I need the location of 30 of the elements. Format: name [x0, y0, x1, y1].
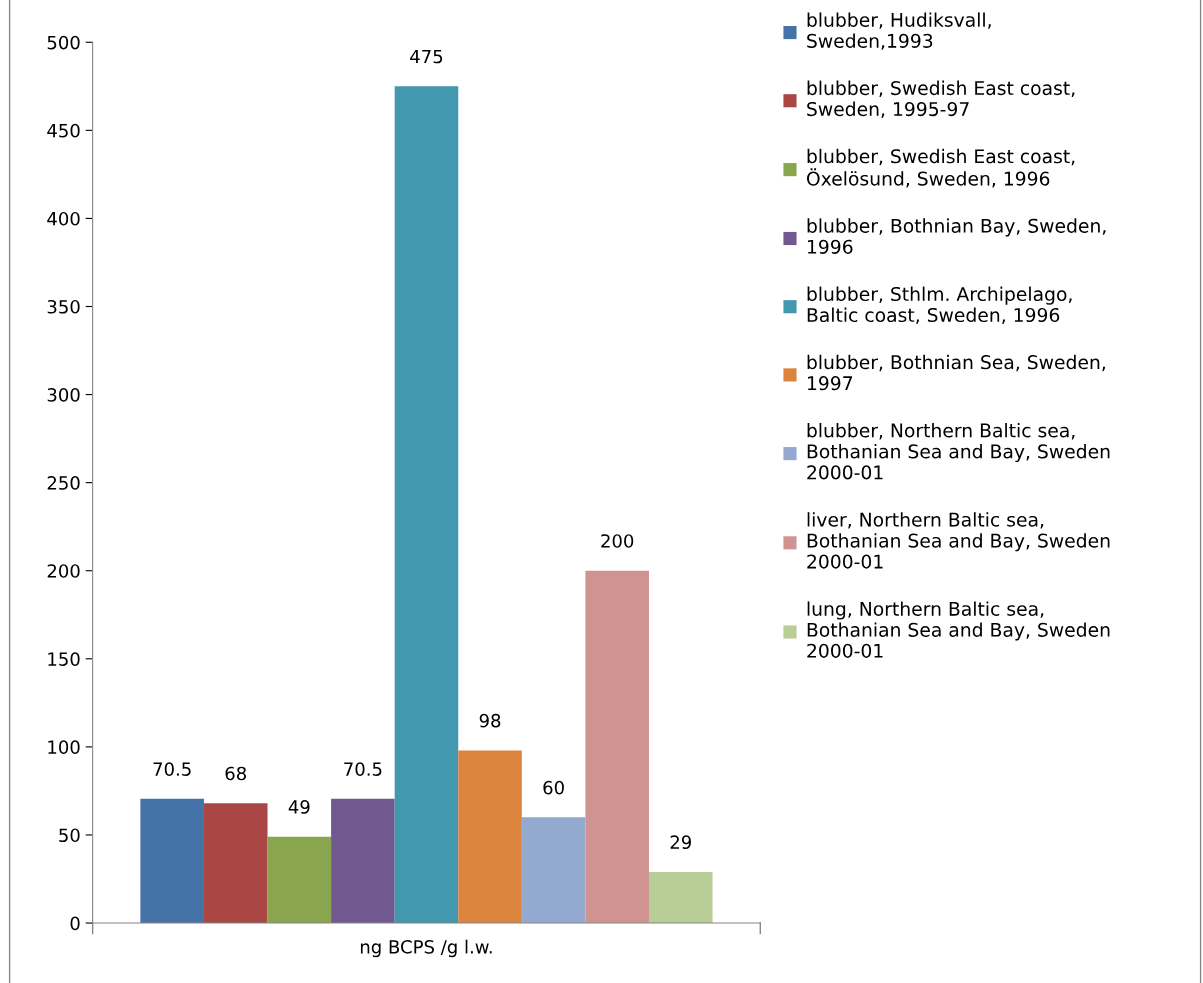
y-tick-label: 300 — [47, 388, 80, 402]
y-tick-label: 200 — [47, 564, 80, 578]
y-tick-label: 250 — [47, 476, 80, 490]
legend-label: blubber, Bothnian Bay, Sweden, 1996 — [807, 218, 1106, 254]
x-tick-label: ng BCPS /g l.w. — [360, 939, 492, 958]
legend-label: blubber, Bothnian Sea, Sweden, 1997 — [807, 354, 1105, 391]
legend-label: liver, Northern Baltic sea, Bothanian Sea and Bay, Sweden 2000-01 — [807, 512, 1110, 569]
legend-label: lung, Northern Baltic sea, Bothanian Sea and Bay, Sweden 2000-01 — [807, 601, 1110, 658]
data-label: 60 — [543, 780, 564, 795]
data-label: 70.5 — [344, 762, 382, 776]
legend-label: blubber, Sthlm. Archipelago, Baltic coast, Sweden, 1996 — [807, 286, 1072, 324]
y-tick-label: 150 — [48, 652, 80, 666]
y-tick-label: 100 — [48, 740, 80, 754]
legend-label: blubber, Hudiksvall, Sweden,1993 — [807, 12, 991, 50]
y-tick-label: 500 — [47, 35, 80, 50]
data-label: 49 — [288, 800, 310, 814]
data-label: 475 — [410, 49, 443, 64]
legend-label: blubber, Northern Baltic sea, Bothanian Sea and Bay, Sweden 2000-01 — [807, 422, 1110, 480]
data-label: 98 — [479, 713, 501, 728]
y-tick-label: 350 — [47, 299, 80, 314]
y-tick-label: 400 — [47, 211, 80, 226]
data-label: 70.5 — [153, 762, 191, 776]
legend-label: blubber, Swedish East coast, Sweden, 1995-97 — [807, 80, 1075, 119]
y-tick-label: 50 — [59, 828, 80, 843]
data-label: 200 — [601, 534, 634, 548]
legend-label: blubber, Swedish East coast, Öxelösund, Sweden, 1996 — [806, 148, 1075, 188]
data-label: 68 — [225, 766, 246, 781]
data-label: 29 — [670, 835, 691, 850]
y-tick-label: 450 — [47, 123, 80, 138]
y-tick-label: 0 — [70, 916, 80, 931]
